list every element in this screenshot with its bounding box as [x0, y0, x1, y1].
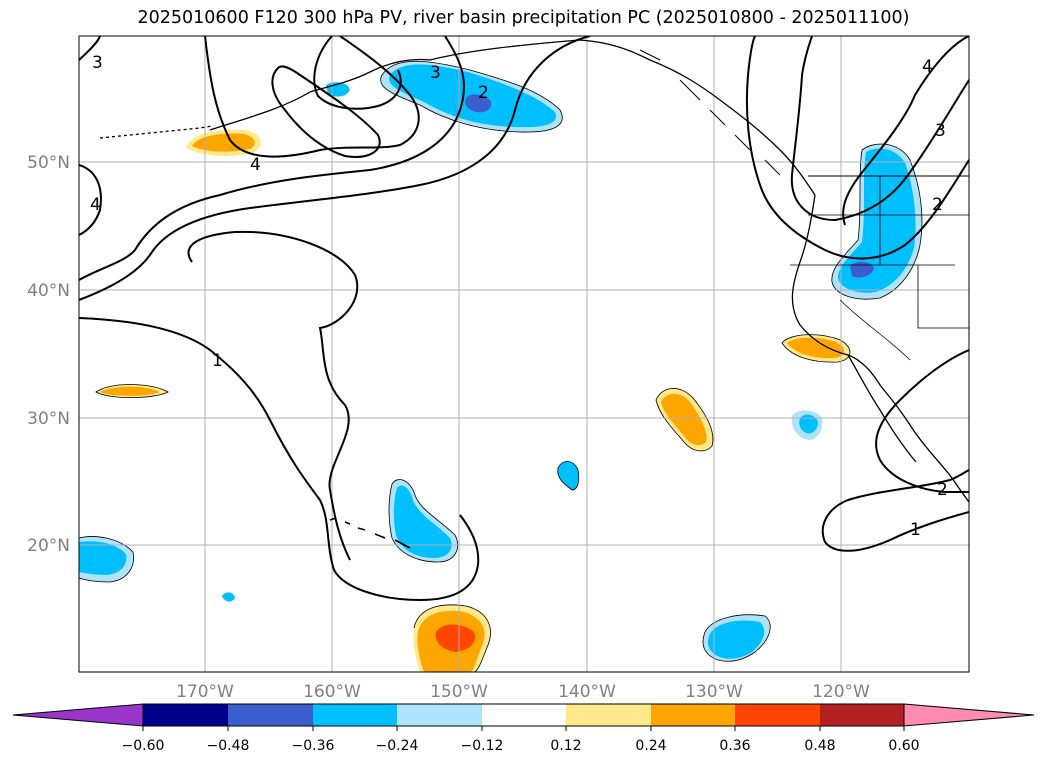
contour-3-east: [790, 36, 969, 222]
colorbar-tick-label: 0.60: [888, 738, 919, 754]
lon-label: 170°W: [176, 682, 234, 702]
lat-label: 50°N: [27, 153, 70, 173]
colorbar-tick-label: −0.60: [122, 738, 165, 754]
shade-west-pos-mid: [100, 386, 160, 396]
pv-label: 3: [92, 53, 103, 73]
colorbar-tick-label: 0.36: [719, 738, 750, 754]
contour-4-west: [79, 164, 102, 236]
colorbar-segment: [735, 704, 820, 726]
shade-tiny-neg: [222, 592, 235, 602]
lon-label: 120°W: [812, 682, 870, 702]
shade-small-neg-mid: [557, 461, 579, 490]
contour-3-northwest: [79, 36, 101, 61]
colorbar-segment: [228, 704, 313, 726]
colorbar-segment: [820, 704, 904, 726]
shade-outlines: [79, 60, 923, 672]
colorbar-tick-label: −0.24: [376, 738, 419, 754]
pv-label: 4: [250, 155, 261, 175]
lon-label: 130°W: [685, 682, 743, 702]
pv-label: 3: [430, 63, 441, 83]
aleutians: [99, 125, 213, 139]
contour-1-ring: [187, 230, 359, 561]
pv-label: 1: [212, 351, 223, 371]
colorbar-tick-label: 0.24: [635, 738, 666, 754]
coastlines: [99, 39, 969, 549]
pv-label: 3: [935, 121, 946, 141]
shade-gulf-alaska-strong: [465, 94, 492, 113]
map-frame: [78, 35, 970, 673]
pv-contours: [79, 36, 969, 602]
colorbar-tick-label: −0.12: [461, 738, 504, 754]
map-plot-area: 3 4 3 2 4 1 4 3 2 2 1: [79, 36, 969, 672]
colorbar-tick-label: −0.48: [207, 738, 250, 754]
shade-midpac-mid: [661, 393, 707, 446]
colorbar: −0.60 −0.48 −0.36 −0.24 −0.12 0.12 0.24 …: [12, 703, 1035, 754]
contour-1-main: [79, 317, 480, 602]
lon-label: 150°W: [430, 682, 488, 702]
colorbar-extend-left: [12, 703, 144, 727]
colorbar-tick-label: 0.12: [550, 738, 581, 754]
colorbar-frame: [142, 703, 905, 727]
shade-aleutian-mid: [192, 133, 255, 152]
baja: [847, 354, 917, 463]
pv-label: 2: [937, 480, 948, 500]
lat-label: 20°N: [27, 536, 70, 556]
shade-pnw-mid: [838, 148, 916, 293]
contour-alaska-loop: [313, 36, 402, 110]
map-title: 2025010600 F120 300 hPa PV, river basin …: [137, 8, 910, 28]
colorbar-segment: [482, 704, 566, 726]
pv-label: 4: [90, 195, 101, 215]
lat-label: 30°N: [27, 409, 70, 429]
colorbar-segment: [143, 704, 228, 726]
pv-label: 4: [922, 57, 933, 77]
colorbar-segment: [651, 704, 735, 726]
contour-2-lower-east: [875, 349, 969, 494]
contour-1-lower-east: [821, 469, 969, 552]
shade-west-mid: [79, 541, 127, 575]
contour-3-main: [79, 36, 466, 281]
lon-label: 160°W: [303, 682, 361, 702]
pv-label: 1: [910, 520, 921, 540]
state-lines: [790, 176, 969, 361]
shade-pnw-strong: [850, 261, 874, 278]
colorbar-segment: [566, 704, 651, 726]
lon-label: 140°W: [558, 682, 616, 702]
contour-2-main: [79, 36, 591, 301]
na-west-coast: [791, 194, 969, 503]
graticule: [79, 36, 969, 672]
colorbar-tick-label: 0.48: [804, 738, 835, 754]
pv-labels: 3 4 3 2 4 1 4 3 2 2 1: [90, 53, 948, 540]
colorbar-segment: [313, 704, 397, 726]
lat-label: 40°N: [27, 281, 70, 301]
canada-islands: [639, 49, 781, 176]
contour-2-east: [745, 36, 969, 260]
colorbar-segment: [397, 704, 482, 726]
colorbar-ticks: [142, 726, 905, 731]
shade-hawaii-mid: [393, 485, 452, 558]
latitude-labels: 50°N 40°N 30°N 20°N: [27, 153, 70, 556]
shade-south-pos-strong: [435, 624, 476, 652]
contour-3-ring: [271, 65, 381, 158]
pv-label: 2: [932, 195, 943, 215]
colorbar-tick-label: −0.36: [292, 738, 335, 754]
shade-socal-mid: [787, 337, 845, 359]
longitude-labels: 170°W 160°W 150°W 140°W 130°W 120°W: [176, 682, 870, 702]
shade-small-neg-east-mid: [799, 414, 818, 434]
pv-label: 2: [478, 83, 489, 103]
hawaii-islands: [329, 517, 411, 549]
colorbar-extend-right: [903, 703, 1035, 727]
contour-4-aleutian: [204, 36, 420, 158]
shade-se-neg-mid: [707, 620, 765, 659]
contour-4-east: [842, 36, 969, 226]
